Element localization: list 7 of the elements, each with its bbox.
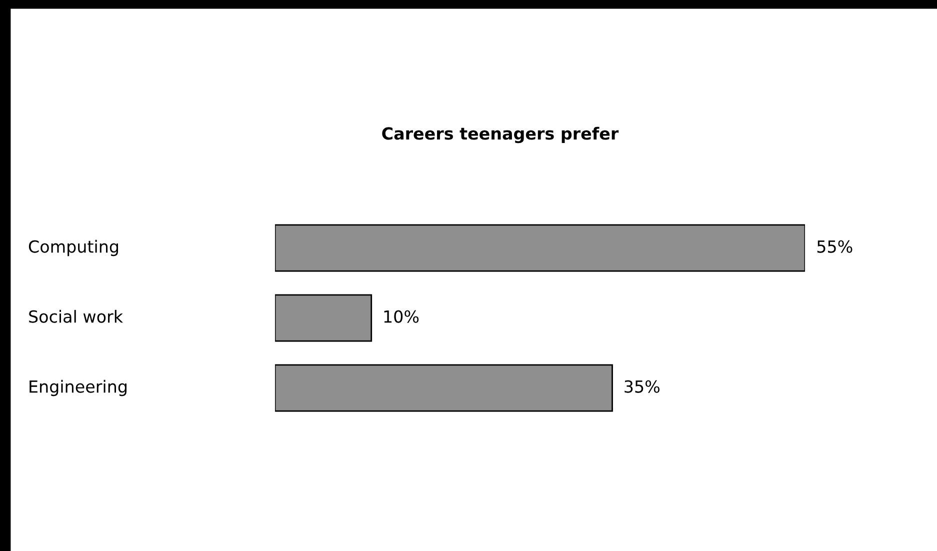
data-label: 10% (384, 310, 419, 323)
data-label: 35% (624, 380, 660, 393)
y-tick-label: Computing (28, 240, 118, 256)
data-label: 55% (817, 240, 852, 253)
y-tick-label: Social work (29, 310, 123, 323)
y-tick-label: Engineering (30, 380, 126, 396)
chart-title: Careers teenagers prefer (382, 126, 619, 144)
